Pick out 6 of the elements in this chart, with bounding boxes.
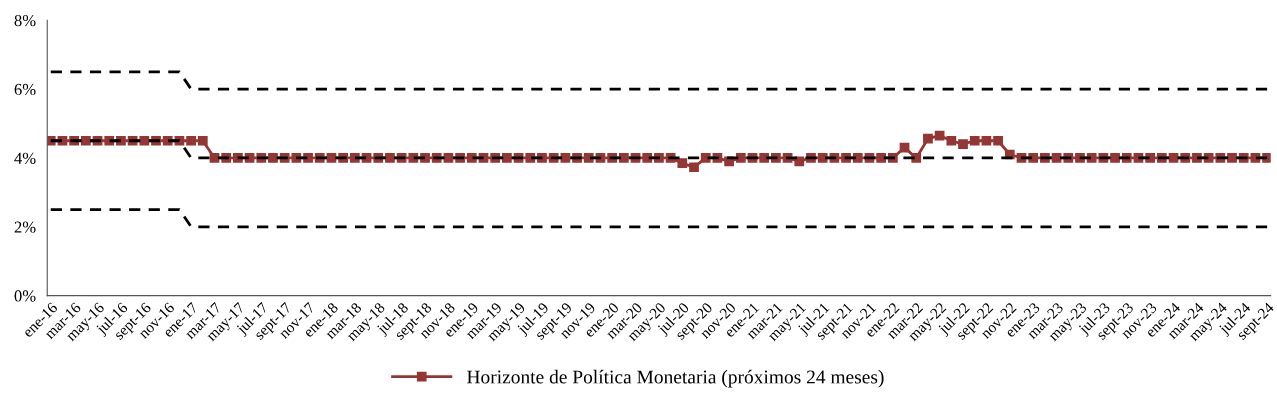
y-tick-label: 6% [14,83,36,96]
legend-label: Horizonte de Política Monetaria (próximos 24 meses) [467,369,884,388]
y-tick-label: 2% [14,221,36,233]
y-tick-label: 8% [14,14,36,27]
y-tick-label: 4% [14,152,36,164]
y-tick-label: 0% [14,290,36,302]
